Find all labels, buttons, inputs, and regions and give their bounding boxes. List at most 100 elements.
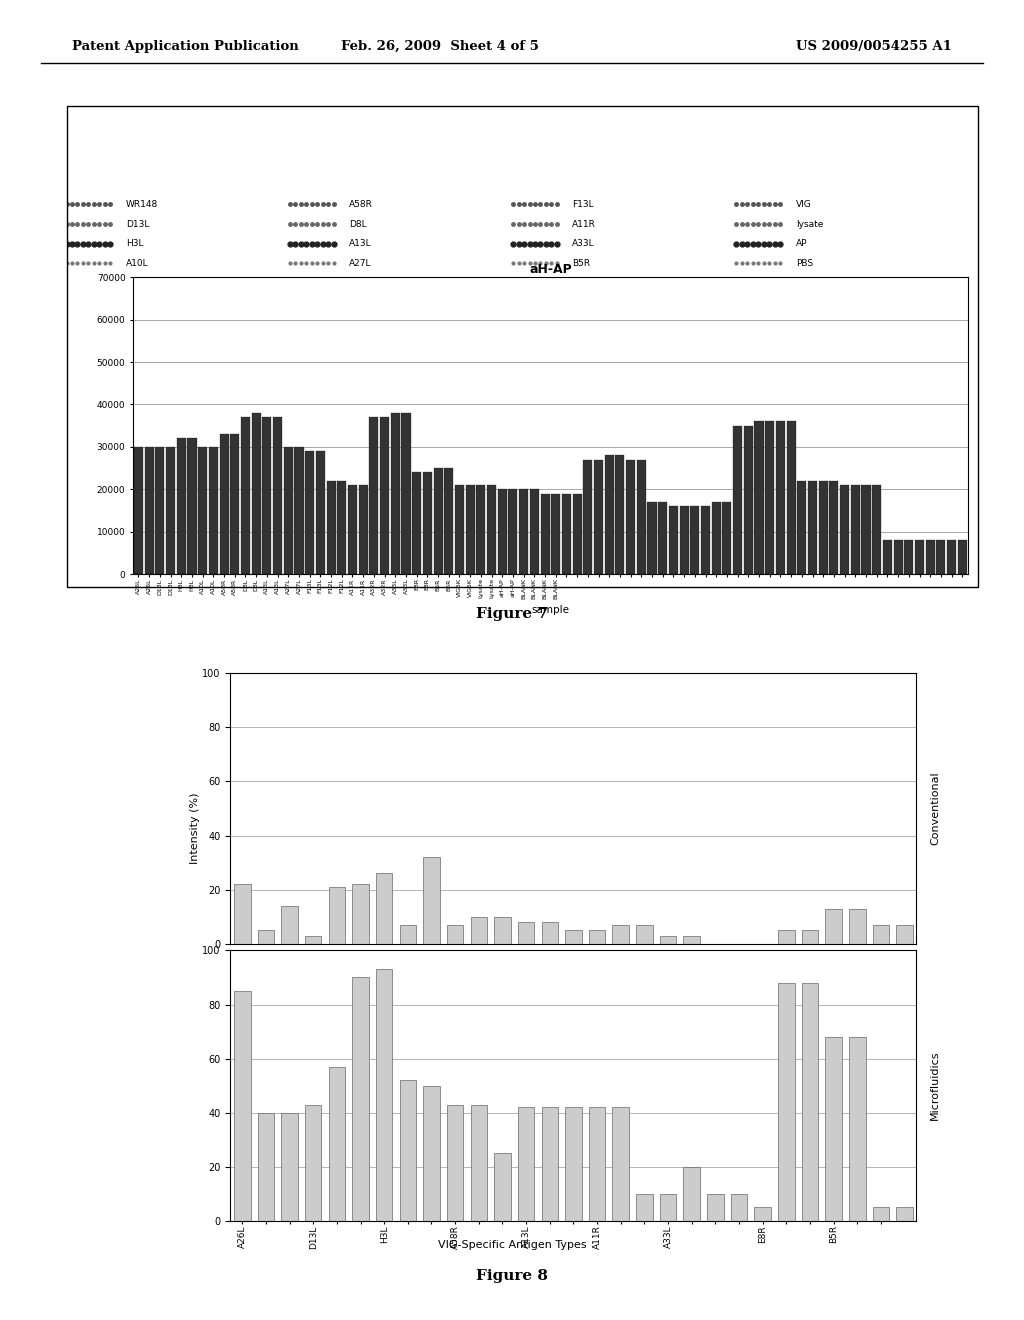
Bar	[542, 923, 558, 944]
Bar	[743, 425, 753, 574]
Bar	[778, 983, 795, 1221]
Bar	[786, 421, 796, 574]
Text: VIG-Specific Antigen Types: VIG-Specific Antigen Types	[437, 1239, 587, 1250]
Text: Figure 7: Figure 7	[476, 607, 548, 620]
Bar	[348, 484, 357, 574]
Text: A13L: A13L	[349, 239, 372, 248]
Bar	[778, 931, 795, 944]
Bar	[615, 455, 625, 574]
Bar	[466, 484, 475, 574]
Bar	[589, 931, 605, 944]
Bar	[755, 1208, 771, 1221]
Bar	[327, 480, 336, 574]
Bar	[861, 484, 870, 574]
Bar	[144, 447, 154, 574]
Bar	[529, 490, 539, 574]
Bar	[241, 417, 250, 574]
Text: lysate: lysate	[796, 219, 823, 228]
Bar	[802, 983, 818, 1221]
Bar	[156, 447, 165, 574]
Bar	[471, 916, 487, 944]
Bar	[765, 421, 774, 574]
Bar	[423, 1085, 439, 1221]
Text: D13L: D13L	[126, 219, 150, 228]
Bar	[690, 507, 699, 574]
Bar	[584, 459, 593, 574]
Bar	[518, 1107, 535, 1221]
Text: A58R: A58R	[349, 199, 373, 209]
Bar	[423, 473, 432, 574]
Text: Patent Application Publication: Patent Application Publication	[72, 40, 298, 53]
Bar	[495, 1154, 511, 1221]
Text: Figure 8: Figure 8	[476, 1270, 548, 1283]
Bar	[352, 884, 369, 944]
Bar	[915, 540, 924, 574]
Text: US 2009/0054255 A1: US 2009/0054255 A1	[797, 40, 952, 53]
Bar	[798, 480, 806, 574]
Bar	[776, 421, 785, 574]
Bar	[701, 507, 710, 574]
Bar	[391, 413, 399, 574]
Bar	[376, 874, 392, 944]
Bar	[444, 469, 454, 574]
Bar	[896, 1208, 913, 1221]
Bar	[282, 906, 298, 944]
Bar	[612, 925, 629, 944]
Text: D8L: D8L	[349, 219, 367, 228]
Text: Microfluidics: Microfluidics	[930, 1051, 940, 1121]
Bar	[305, 1105, 322, 1221]
Bar	[731, 1193, 748, 1221]
Bar	[647, 502, 656, 574]
X-axis label: sample: sample	[531, 605, 569, 615]
Bar	[658, 502, 668, 574]
Bar	[849, 908, 865, 944]
Bar	[412, 473, 421, 574]
Bar	[904, 540, 913, 574]
Bar	[219, 434, 228, 574]
Bar	[636, 925, 652, 944]
Bar	[637, 459, 646, 574]
Bar	[498, 490, 507, 574]
Bar	[455, 484, 464, 574]
Bar	[519, 490, 528, 574]
Text: VIG: VIG	[796, 199, 811, 209]
Bar	[166, 447, 175, 574]
Bar	[233, 884, 251, 944]
Bar	[680, 507, 689, 574]
Text: AP: AP	[796, 239, 807, 248]
Bar	[446, 925, 464, 944]
Bar	[177, 438, 185, 574]
Bar	[562, 494, 571, 574]
Bar	[636, 1193, 652, 1221]
Text: Feb. 26, 2009  Sheet 4 of 5: Feb. 26, 2009 Sheet 4 of 5	[341, 40, 540, 53]
Title: aH-AP: aH-AP	[529, 263, 571, 276]
Bar	[926, 540, 935, 574]
Text: A11R: A11R	[572, 219, 596, 228]
Bar	[446, 1105, 464, 1221]
Bar	[187, 438, 197, 574]
Text: PBS: PBS	[796, 259, 813, 268]
Bar	[329, 887, 345, 944]
Bar	[894, 540, 903, 574]
Bar	[399, 925, 416, 944]
Bar	[589, 1107, 605, 1221]
Bar	[305, 936, 322, 944]
Bar	[565, 931, 582, 944]
Bar	[433, 469, 442, 574]
Bar	[957, 540, 967, 574]
Bar	[712, 502, 721, 574]
Bar	[401, 413, 411, 574]
Bar	[471, 1105, 487, 1221]
Bar	[399, 1080, 416, 1221]
Bar	[733, 425, 742, 574]
Text: H3L: H3L	[126, 239, 143, 248]
Bar	[315, 451, 325, 574]
Bar	[273, 417, 282, 574]
Bar	[594, 459, 603, 574]
Bar	[258, 931, 274, 944]
Bar	[849, 1038, 865, 1221]
Bar	[947, 540, 956, 574]
Bar	[284, 447, 293, 574]
Bar	[305, 451, 314, 574]
Text: B5R: B5R	[572, 259, 591, 268]
